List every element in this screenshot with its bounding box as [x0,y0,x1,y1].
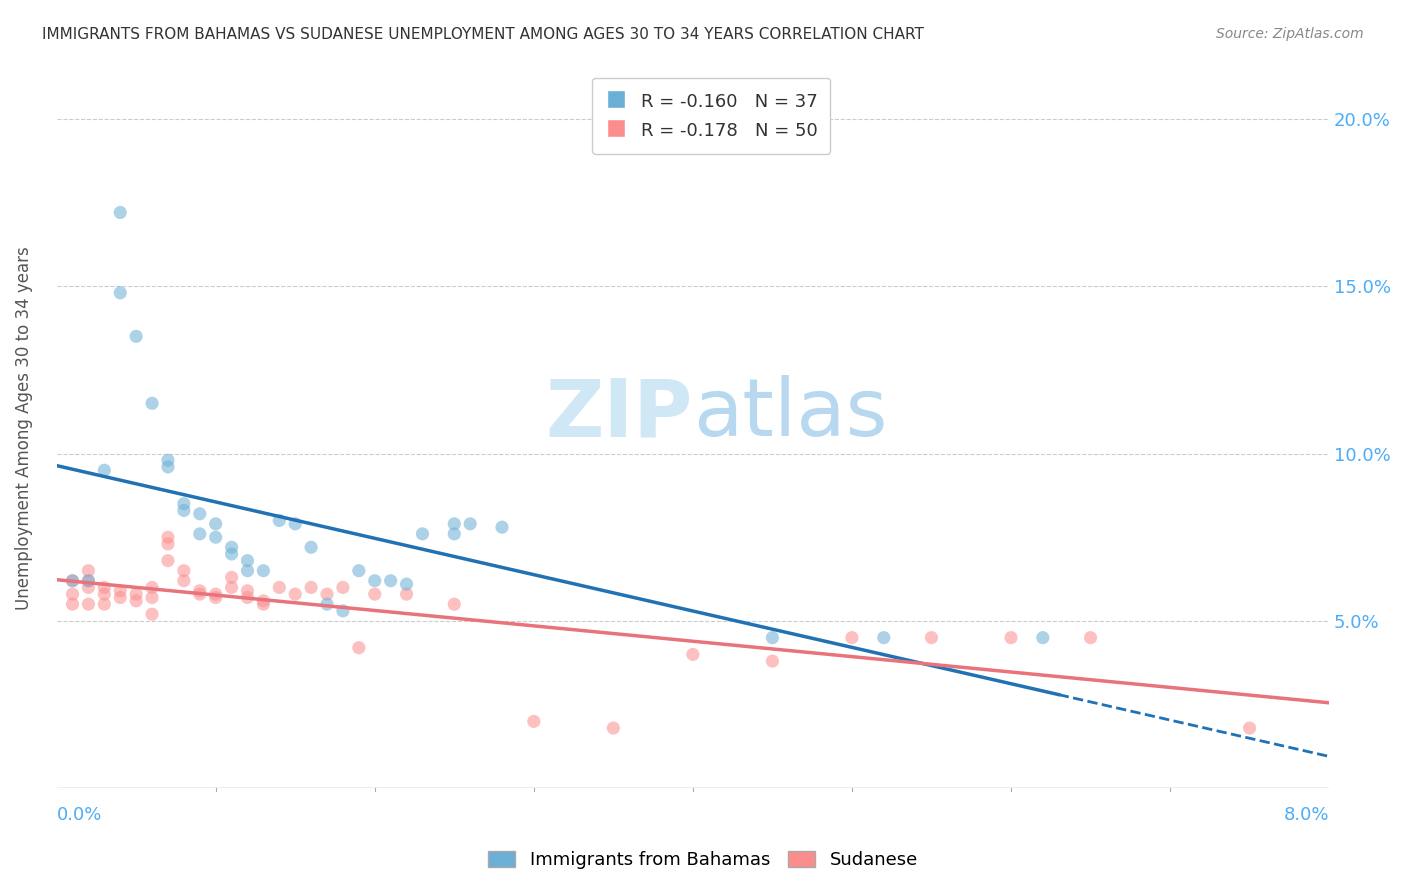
Point [156,459,179,474]
Legend: Immigrants from Bahamas, Sudanese: Immigrants from Bahamas, Sudanese [479,842,927,879]
Point [236,554,259,568]
Point [761,654,783,668]
Point [602,721,624,735]
Point [204,516,226,531]
Point [110,285,132,300]
Point [284,516,307,531]
Point [93,597,115,611]
Point [443,597,465,611]
Point [77,564,100,578]
Point [395,577,418,591]
Point [62,574,84,588]
Point [173,503,195,517]
Point [1239,721,1261,735]
Point [221,581,243,595]
Point [141,607,163,622]
Point [110,583,132,598]
Point [77,574,100,588]
Point [873,631,896,645]
Point [411,527,433,541]
Point [125,329,148,343]
Point [841,631,863,645]
Point [62,574,84,588]
Point [173,497,195,511]
Point [332,581,354,595]
Point [62,597,84,611]
Point [93,463,115,477]
Point [236,591,259,605]
Point [252,564,274,578]
Point [458,516,481,531]
Point [269,581,291,595]
Point [125,587,148,601]
Text: atlas: atlas [693,375,887,453]
Point [173,574,195,588]
Point [252,594,274,608]
Point [77,574,100,588]
Text: 0.0%: 0.0% [56,806,103,824]
Point [316,597,339,611]
Point [141,396,163,410]
Point [332,604,354,618]
Point [204,587,226,601]
Point [316,587,339,601]
Point [221,541,243,555]
Point [1080,631,1102,645]
Point [110,205,132,219]
Y-axis label: Unemployment Among Ages 30 to 34 years: Unemployment Among Ages 30 to 34 years [15,246,32,610]
Point [125,594,148,608]
Legend: R = -0.160   N = 37, R = -0.178   N = 50: R = -0.160 N = 37, R = -0.178 N = 50 [592,78,830,154]
Point [156,554,179,568]
Point [761,631,783,645]
Point [364,574,387,588]
Text: Source: ZipAtlas.com: Source: ZipAtlas.com [1216,27,1364,41]
Point [188,527,211,541]
Point [204,591,226,605]
Point [1000,631,1022,645]
Point [188,583,211,598]
Point [443,527,465,541]
Point [682,648,704,662]
Point [141,591,163,605]
Point [347,564,370,578]
Point [299,541,322,555]
Point [284,587,307,601]
Point [141,581,163,595]
Point [188,587,211,601]
Point [347,640,370,655]
Point [204,530,226,544]
Point [395,587,418,601]
Point [1032,631,1054,645]
Point [93,587,115,601]
Point [443,516,465,531]
Point [62,587,84,601]
Point [173,564,195,578]
Text: ZIP: ZIP [546,375,693,453]
Text: IMMIGRANTS FROM BAHAMAS VS SUDANESE UNEMPLOYMENT AMONG AGES 30 TO 34 YEARS CORRE: IMMIGRANTS FROM BAHAMAS VS SUDANESE UNEM… [42,27,924,42]
Point [110,591,132,605]
Point [221,570,243,584]
Point [221,547,243,561]
Point [156,537,179,551]
Point [77,597,100,611]
Point [77,581,100,595]
Point [93,581,115,595]
Point [364,587,387,601]
Point [236,583,259,598]
Point [156,453,179,467]
Text: 8.0%: 8.0% [1284,806,1329,824]
Point [156,530,179,544]
Point [491,520,513,534]
Point [269,513,291,527]
Point [380,574,402,588]
Point [523,714,546,729]
Point [236,564,259,578]
Point [188,507,211,521]
Point [920,631,942,645]
Point [252,597,274,611]
Point [299,581,322,595]
